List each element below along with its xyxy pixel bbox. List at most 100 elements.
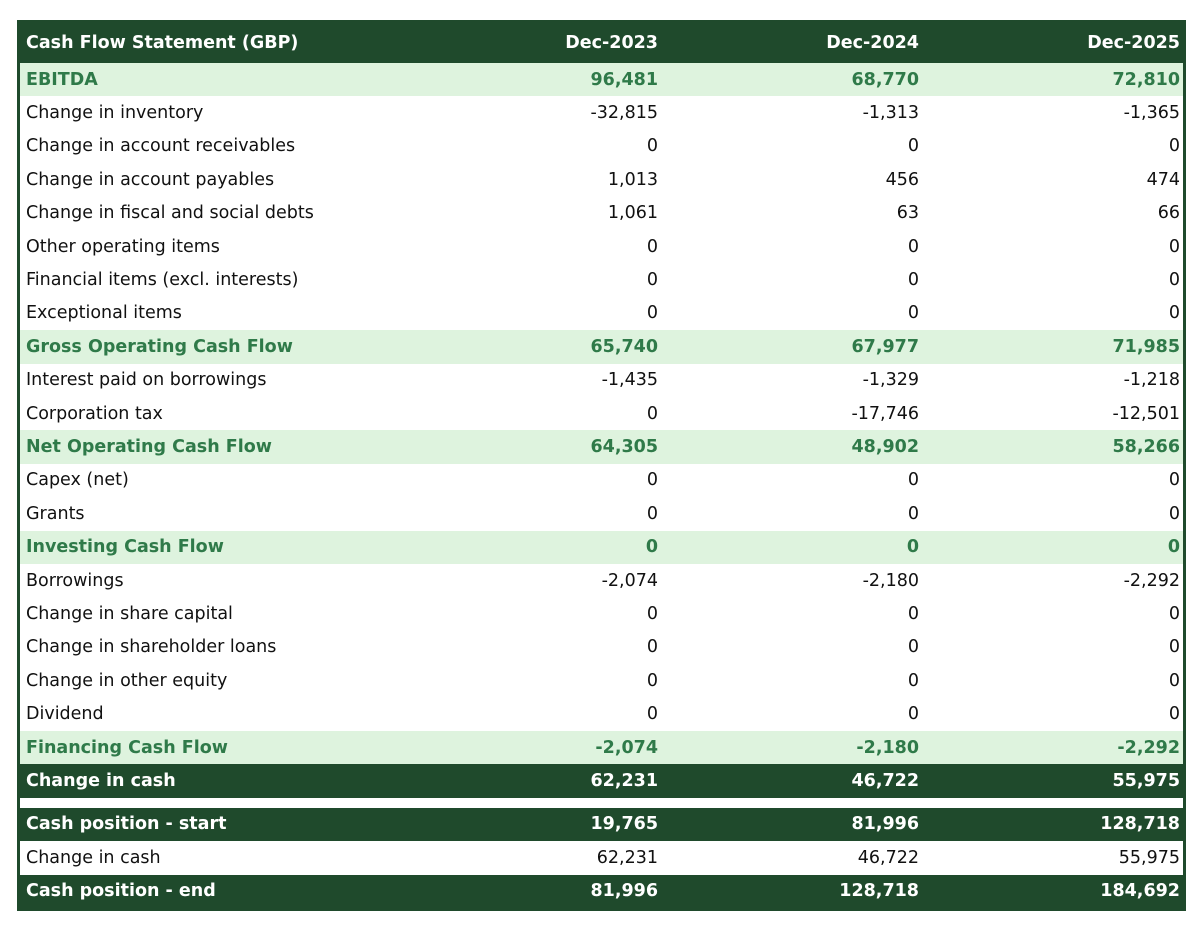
cell-value: 0	[646, 670, 658, 691]
row-label: Change in inventory	[26, 103, 204, 124]
cell-value: 128,718	[839, 881, 919, 902]
row-label: Financial items (excl. interests)	[26, 270, 299, 291]
cell-value: 0	[646, 303, 658, 324]
row-label: Change in fiscal and social debts	[26, 203, 314, 224]
cell-value: 0	[1168, 637, 1180, 658]
cell-value: 46,722	[857, 847, 919, 868]
cell-value: 0	[907, 236, 919, 257]
row-label: Financing Cash Flow	[26, 737, 228, 758]
cell-value: 68,770	[851, 69, 919, 90]
table-row: Corporation tax 0 -17,746 -12,501	[20, 397, 1183, 430]
table-row: Interest paid on borrowings -1,435 -1,329 -…	[20, 364, 1183, 397]
table-row: Borrowings -2,074 -2,180 -2,292	[20, 564, 1183, 597]
cell-value: 55,975	[1112, 771, 1180, 792]
cell-value: 0	[907, 270, 919, 291]
row-label: Investing Cash Flow	[26, 537, 224, 558]
header-row: Cash Flow Statement (GBP) Dec-2023 Dec-202…	[20, 23, 1183, 63]
cell-value: 0	[907, 704, 919, 725]
table-row: Capex (net) 0 0 0	[20, 464, 1183, 497]
row-label: Grants	[26, 503, 85, 524]
cell-value: -1,218	[1123, 370, 1180, 391]
cell-value: 0	[1168, 470, 1180, 491]
cell-value: 0	[646, 503, 658, 524]
cell-value: 0	[907, 637, 919, 658]
subtotal-row: Financing Cash Flow -2,074 -2,180 -2,292	[20, 731, 1183, 765]
table-row: Change in fiscal and social debts 1,061 63…	[20, 197, 1183, 230]
cell-value: 0	[646, 704, 658, 725]
row-label: Borrowings	[26, 570, 124, 591]
row-label: Change in account receivables	[26, 136, 296, 157]
cell-value: -32,815	[590, 103, 658, 124]
table-row: Dividend 0 0 0	[20, 698, 1183, 731]
cell-value: 184,692	[1100, 881, 1180, 902]
table-row: Change in shareholder loans 0 0 0	[20, 631, 1183, 664]
cash-flow-table: Cash Flow Statement (GBP) Dec-2023 Dec-202…	[17, 20, 1186, 911]
row-label: Cash position - end	[26, 881, 216, 902]
cell-value: 0	[907, 670, 919, 691]
cell-value: Dec-2023	[565, 33, 658, 53]
cell-value: 62,231	[590, 771, 658, 792]
cell-value: 0	[646, 604, 658, 625]
cell-value: 0	[907, 470, 919, 491]
cell-value: 0	[1168, 604, 1180, 625]
cell-value: 62,231	[596, 847, 658, 868]
total-row: Cash position - start 19,765 81,996 128,718	[20, 807, 1183, 842]
table-row: Exceptional items 0 0 0	[20, 297, 1183, 330]
row-label: Cash position - start	[26, 814, 227, 835]
cell-value: 72,810	[1112, 69, 1180, 90]
cell-value: -1,365	[1123, 103, 1180, 124]
cell-value: 58,266	[1112, 437, 1180, 458]
subtotal-row: Investing Cash Flow 0 0 0	[20, 530, 1183, 564]
table-row: Change in inventory -32,815 -1,313 -1,365	[20, 96, 1183, 129]
row-label: Change in cash	[26, 771, 176, 792]
cell-value: 0	[907, 303, 919, 324]
cell-value: 66	[1157, 203, 1180, 224]
table-row: Change in account receivables 0 0 0	[20, 130, 1183, 163]
row-label: Exceptional items	[26, 303, 182, 324]
cell-value: -2,074	[601, 570, 658, 591]
row-label: Interest paid on borrowings	[26, 370, 267, 391]
cell-value: 0	[906, 537, 919, 558]
cell-value: 0	[1167, 537, 1180, 558]
cell-value: 19,765	[590, 814, 658, 835]
cell-value: 0	[1168, 503, 1180, 524]
cell-value: -2,292	[1117, 737, 1180, 758]
cell-value: 0	[907, 136, 919, 157]
cell-value: 128,718	[1100, 814, 1180, 835]
table-row: Other operating items 0 0 0	[20, 230, 1183, 263]
cell-value: Dec-2024	[826, 33, 919, 53]
cell-value: 81,996	[851, 814, 919, 835]
cell-value: 1,061	[607, 203, 658, 224]
cell-value: 0	[907, 503, 919, 524]
cell-value: 474	[1146, 169, 1180, 190]
cell-value: 0	[1168, 670, 1180, 691]
row-label: Net Operating Cash Flow	[26, 437, 272, 458]
cell-value: 0	[1168, 270, 1180, 291]
cell-value: 0	[1168, 236, 1180, 257]
cell-value: -2,292	[1123, 570, 1180, 591]
cell-value: -12,501	[1112, 403, 1180, 424]
cell-value: -1,435	[601, 370, 658, 391]
table-row: Change in share capital 0 0 0	[20, 597, 1183, 630]
row-label: Change in share capital	[26, 604, 233, 625]
cell-value: 0	[1168, 704, 1180, 725]
cell-value: 67,977	[851, 336, 919, 357]
cell-value: 0	[646, 470, 658, 491]
table-row: Change in account payables 1,013 456 474	[20, 163, 1183, 196]
cell-value: 48,902	[851, 437, 919, 458]
row-label: Change in cash	[26, 847, 161, 868]
cell-value: 65,740	[590, 336, 658, 357]
cell-value: 0	[1168, 136, 1180, 157]
row-label: Change in shareholder loans	[26, 637, 277, 658]
cell-value: 55,975	[1118, 847, 1180, 868]
cell-value: 63	[896, 203, 919, 224]
row-label: Cash Flow Statement (GBP)	[26, 33, 299, 53]
cell-value: -1,313	[862, 103, 919, 124]
cell-value: 64,305	[590, 437, 658, 458]
cell-value: 0	[645, 537, 658, 558]
cell-value: -2,074	[595, 737, 658, 758]
row-label: Corporation tax	[26, 403, 163, 424]
cell-value: 0	[646, 637, 658, 658]
total-row: Cash position - end 81,996 128,718 184,692	[20, 874, 1183, 908]
